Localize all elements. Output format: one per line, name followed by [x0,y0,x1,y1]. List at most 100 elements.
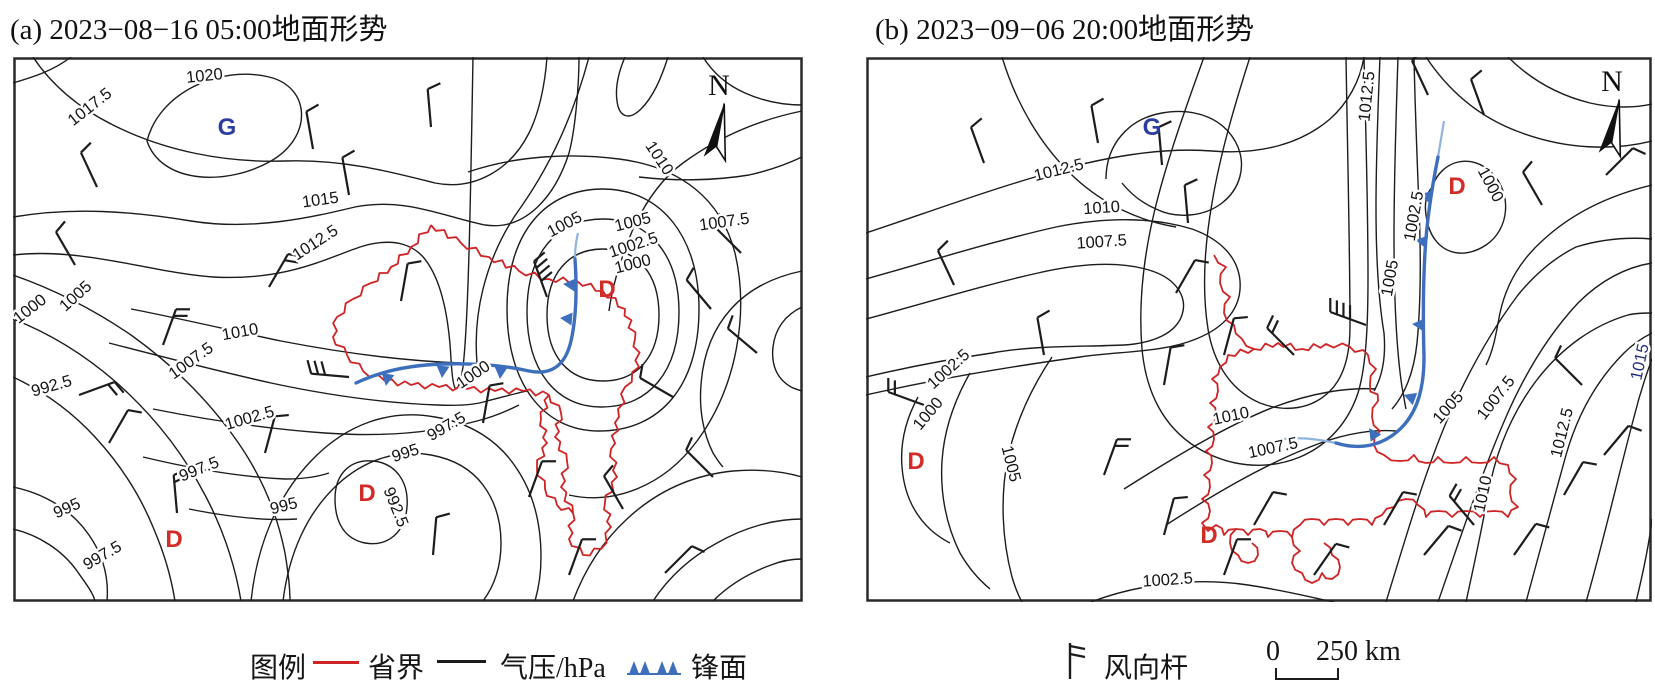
isobar-path [866,219,1241,396]
isobar-path [572,469,803,602]
isobar-path [1090,581,1335,602]
wind-barb [1102,438,1131,476]
wind-barb [1162,344,1185,386]
wind-barb [603,464,624,510]
isobar-label: 1007.5 [1076,231,1128,252]
isobar-path [1140,57,1369,466]
high-center-label: G [218,114,237,141]
isobar-path [13,486,109,602]
wind-barb [1253,491,1287,526]
wind-barb [426,82,441,128]
isobar-label: 1012.5 [289,222,341,265]
province-boundary-path [1291,536,1341,584]
isobar-path [1465,312,1652,602]
wind-barb [341,149,356,196]
isobar-path [866,263,1185,378]
legend-item-front: 锋面 [691,653,748,683]
isobar-line-icon [437,660,486,663]
isobar-path [13,57,72,84]
wind-barb [664,545,706,574]
front-tail-path [573,232,580,260]
isobar-path [940,372,991,590]
front-triangles-icon [627,661,681,675]
map-border [866,57,1652,602]
isobar-label: 1002.5 [1142,569,1194,590]
isobar-label: 1005 [998,444,1024,484]
wind-barb [887,378,925,407]
isobar-path [142,456,330,480]
wind-barb [1036,309,1051,356]
low-center-label: D [165,526,182,553]
wind-barb [1554,344,1583,386]
isobar-path [13,57,474,390]
isobar-label: 1010 [1083,198,1121,219]
isobar-path [900,396,951,544]
isobar-path [188,508,298,521]
wind-barb-icon [1068,643,1086,679]
isobar-label: 1005 [1378,258,1402,297]
isobar-label: 1012.5 [1547,406,1577,459]
low-center-label: D [1200,522,1217,549]
pressure-map-a: 1017.5 1020 1015 1012.5 1005 1000 1010 1007.5 99… [13,57,803,602]
province-boundary-path [536,394,574,514]
province-boundary-path [332,224,641,557]
isobar-path [1424,160,1507,254]
isobar-path [282,452,502,602]
isobar-path [652,518,803,602]
isobar-path [1123,387,1377,490]
isobar-label: 1007.5 [1246,434,1299,462]
isobar-path [1437,262,1652,602]
front-triangle [1415,235,1429,249]
wind-barb [639,364,674,398]
isobar-path [334,460,408,545]
wind-barb [1183,178,1198,224]
scale-distance: 250 km [1316,636,1401,667]
isobar-path [475,57,590,364]
isobar-path [250,414,542,602]
panel-a-title: (a) 2023−08−16 05:00地面形势 [10,14,388,46]
pressure-map-b: 1012.5 1010 1007.5 1002.5 1000 1005 1010 1007.5… [866,57,1652,602]
wind-barb [685,436,714,478]
isobar-path [1165,429,1397,526]
isobar-path [108,342,528,407]
isobar-path [1391,57,1422,410]
wind-barb [1410,57,1429,96]
isobar-path [1001,57,1177,228]
wind-barb [1513,522,1550,556]
low-center-label: D [358,480,375,507]
isobar-label: 992.5 [29,372,74,401]
wind-barb [936,239,955,286]
wind-barb [1090,97,1105,144]
isobar-path [608,110,803,312]
isobar-path [13,57,580,227]
north-arrow-icon [703,103,727,164]
isobar-path [526,218,680,408]
wind-barb [172,468,188,514]
isobar-label: 1005 [544,208,585,241]
wind-barb [1605,147,1647,176]
isobar-label: 997.5 [424,409,469,445]
map-border [13,57,803,602]
isobar-label: 1015 [301,189,340,212]
front-triangle [381,372,395,386]
wind-barb [1448,483,1475,526]
isobar-path [32,57,548,186]
isobar-path [1203,57,1351,410]
wind-barb [1162,495,1188,536]
isobar-path [13,376,176,602]
scale-bar [1275,668,1339,680]
wind-barb [1329,298,1367,327]
front-path [354,257,578,385]
front-triangle [436,365,450,378]
front-path [1334,155,1440,449]
isobar-label: 997.5 [80,538,125,574]
scale-zero: 0 [1266,636,1280,667]
front-triangle [1412,318,1425,332]
isobar-label: 1015 [1627,342,1652,382]
wind-barb [685,267,712,310]
wind-barb [78,380,125,397]
isobar-path [13,318,242,602]
isobar-label: 1005 [1429,388,1467,427]
isobar-label: 1020 [185,65,223,87]
